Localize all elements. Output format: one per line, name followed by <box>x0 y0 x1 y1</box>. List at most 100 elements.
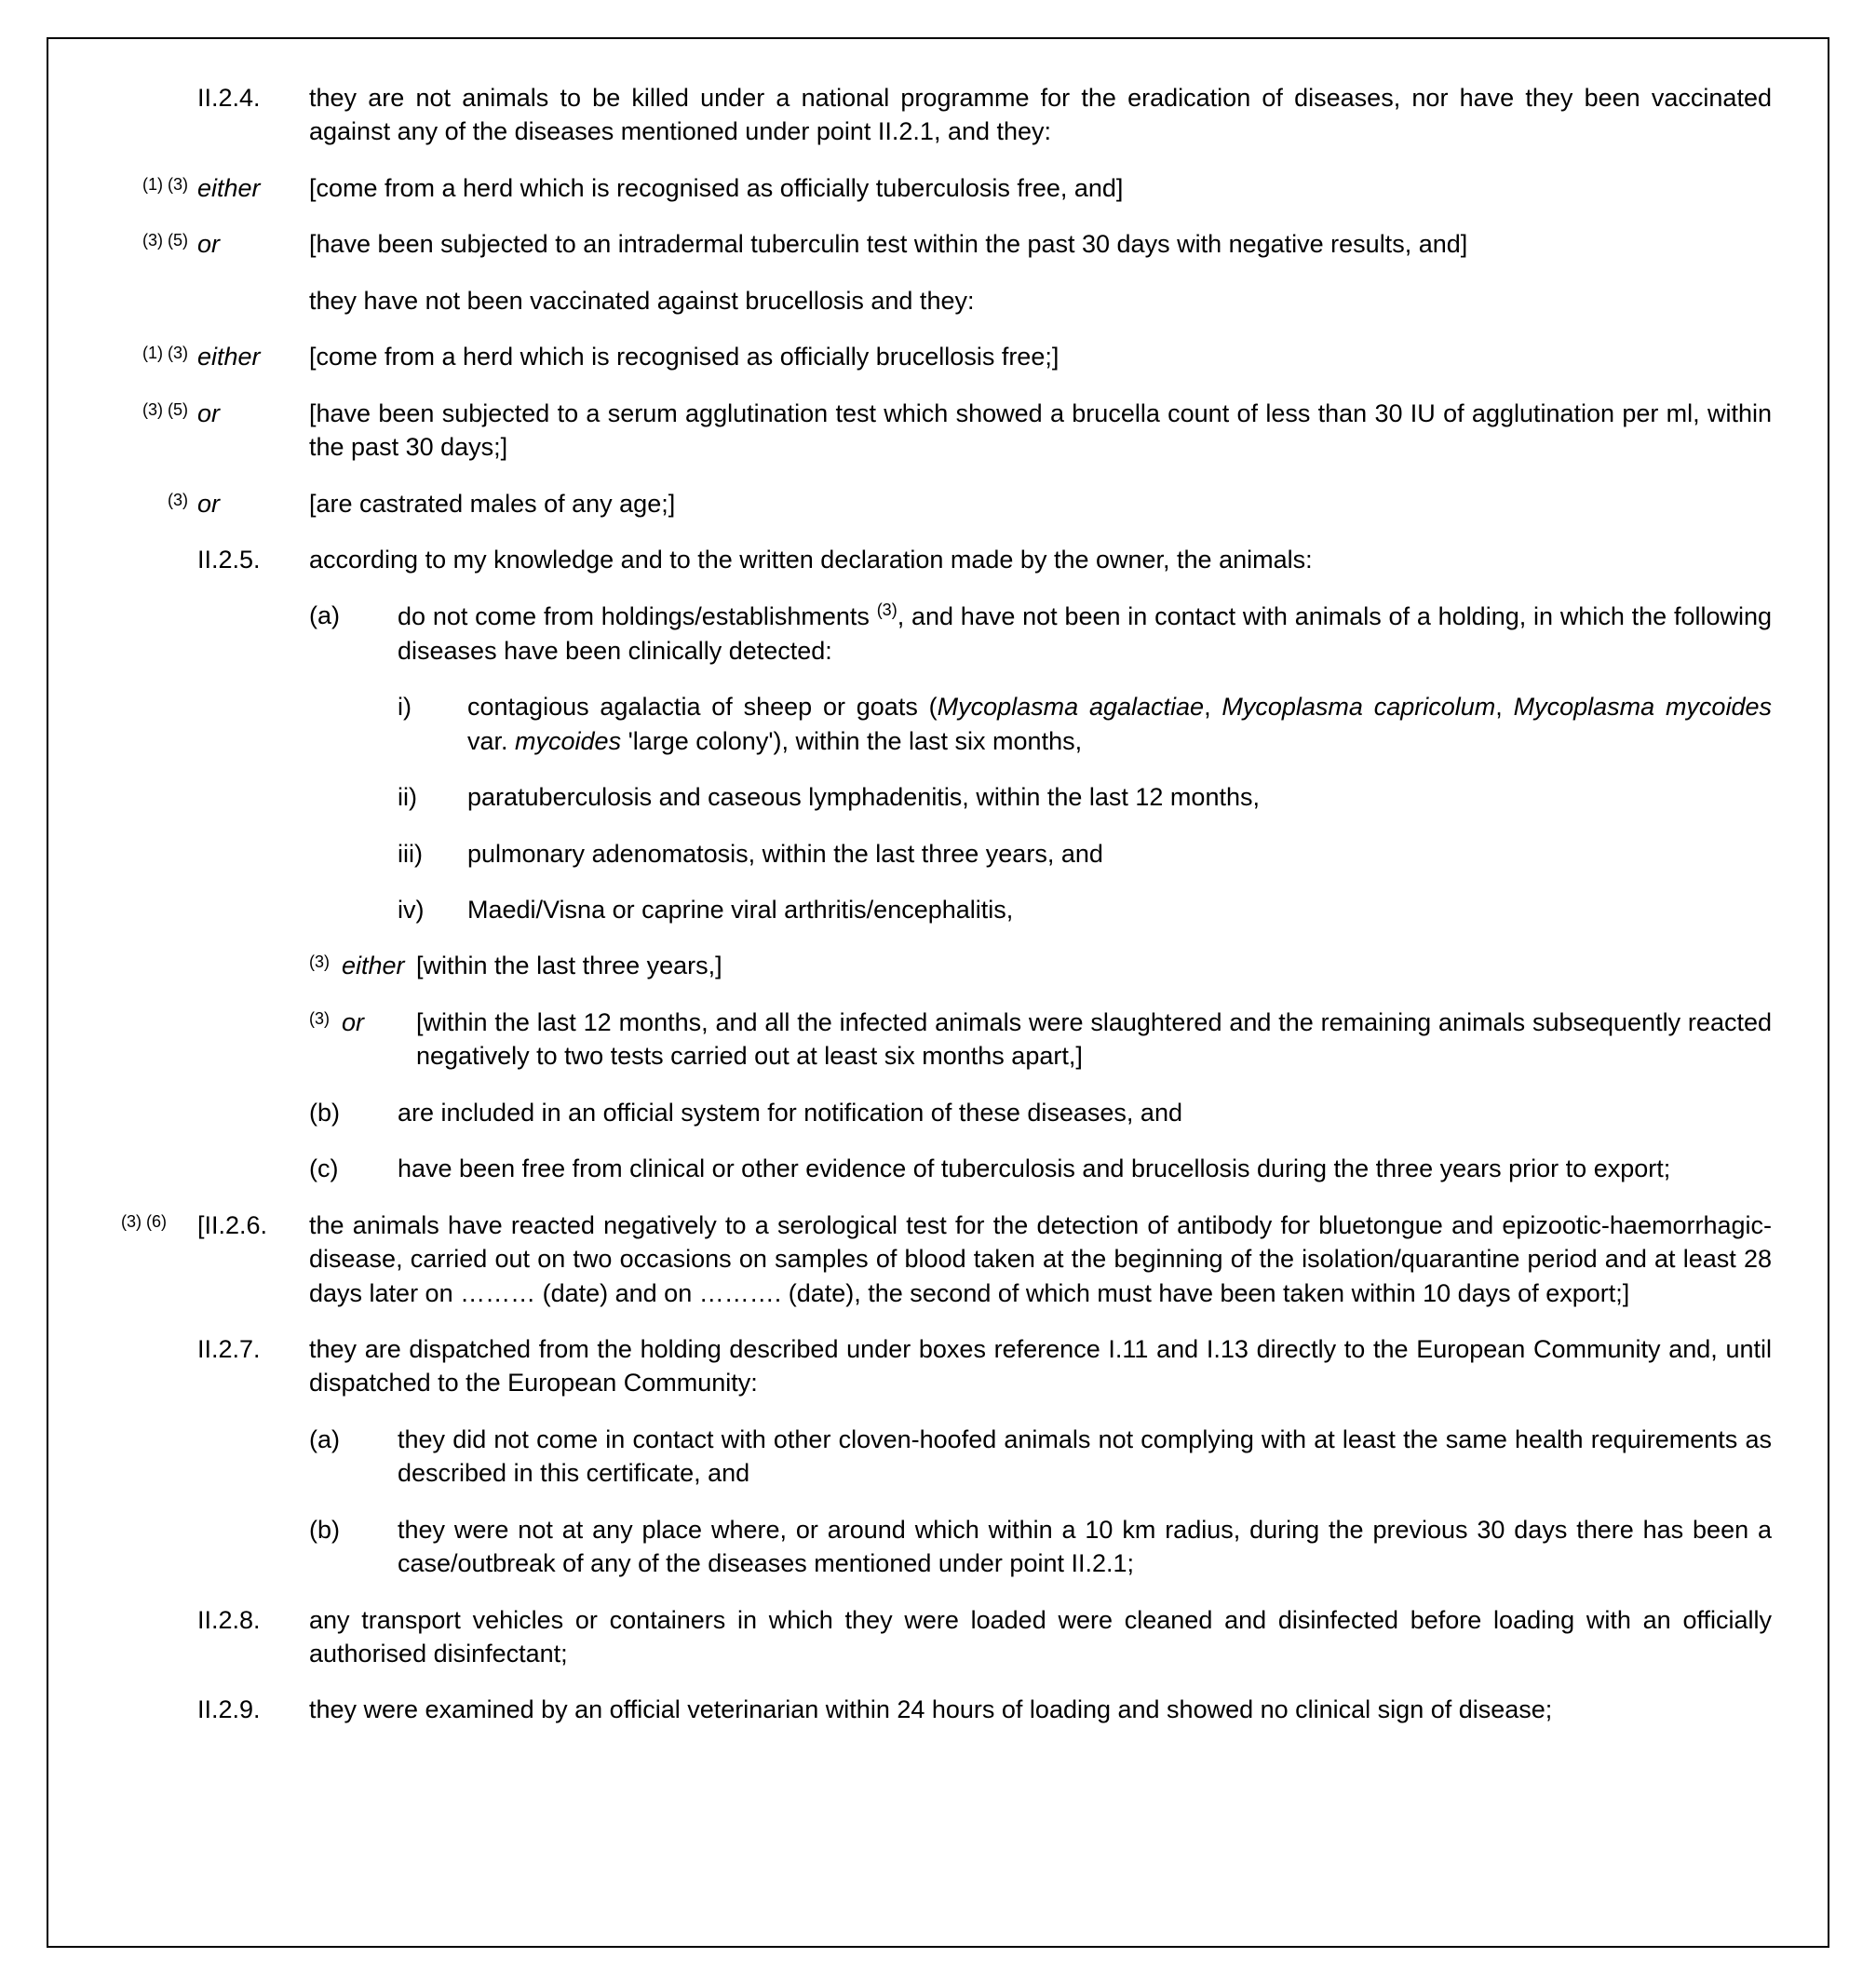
sup-label: (3) <box>104 487 197 520</box>
clause-text: Maedi/Visna or caprine viral arthritis/e… <box>467 893 1772 926</box>
txt: contagious agalactia of sheep or goats ( <box>467 693 938 721</box>
species: Mycoplasma capricolum <box>1221 693 1495 721</box>
clause-row: II.2.4. they are not animals to be kille… <box>104 81 1772 149</box>
clause-text: they were examined by an official veteri… <box>309 1693 1772 1726</box>
clause-row: (3) (6) [II.2.6. the animals have reacte… <box>104 1209 1772 1310</box>
roman-label: i) <box>398 690 467 758</box>
clause-text: pulmonary adenomatosis, within the last … <box>467 837 1772 871</box>
sub-clause-row: (b) they were not at any place where, or… <box>104 1513 1772 1581</box>
document-frame: II.2.4. they are not animals to be kille… <box>47 37 1829 1948</box>
clause-text: the animals have reacted negatively to a… <box>309 1209 1772 1310</box>
clause-row: (3) (5) or [have been subjected to an in… <box>104 227 1772 261</box>
keyword-either: either <box>197 174 261 202</box>
roman-label: iv) <box>398 893 467 926</box>
sup-label: (3) <box>309 949 342 982</box>
sup-label: (1) (3) <box>104 340 197 373</box>
sup-label: (3) <box>309 1006 342 1074</box>
clause-number: II.2.5. <box>197 543 309 576</box>
sub-clause-row: (c) have been free from clinical or othe… <box>104 1152 1772 1185</box>
roman-clause-row: iii) pulmonary adenomatosis, within the … <box>104 837 1772 871</box>
keyword-or: or <box>197 399 220 427</box>
sup-label: (3) (6) <box>104 1209 197 1310</box>
clause-text: [have been subjected to an intradermal t… <box>309 227 1772 261</box>
sub-clause-row: (3) either [within the last three years,… <box>104 949 1772 982</box>
txt-pre: do not come from holdings/establishments <box>398 602 877 630</box>
sup-col <box>104 543 197 576</box>
clause-text: do not come from holdings/establishments… <box>398 599 1772 668</box>
sup-col <box>104 81 197 149</box>
clause-text: have been free from clinical or other ev… <box>398 1152 1772 1185</box>
clause-text: [come from a herd which is recognised as… <box>309 340 1772 373</box>
clause-text: they were not at any place where, or aro… <box>398 1513 1772 1581</box>
roman-clause-row: ii) paratuberculosis and caseous lymphad… <box>104 780 1772 814</box>
clause-text: any transport vehicles or containers in … <box>309 1603 1772 1671</box>
sup-col <box>104 1603 197 1671</box>
clause-row: II.2.8. any transport vehicles or contai… <box>104 1603 1772 1671</box>
txt: 'large colony'), within the last six mon… <box>621 727 1082 755</box>
clause-number: II.2.9. <box>197 1693 309 1726</box>
page: II.2.4. they are not animals to be kille… <box>0 0 1876 1985</box>
keyword-or: or <box>342 1008 364 1036</box>
keyword-col: or <box>342 1006 416 1074</box>
roman-clause-row: i) contagious agalactia of sheep or goat… <box>104 690 1772 758</box>
roman-label: ii) <box>398 780 467 814</box>
clause-text: they have not been vaccinated against br… <box>309 284 1772 317</box>
keyword-or: or <box>197 490 220 518</box>
keyword-either: either <box>197 343 261 371</box>
sub-clause-row: (b) are included in an official system f… <box>104 1096 1772 1129</box>
sup-col <box>104 1693 197 1726</box>
sub-clause-row: (a) do not come from holdings/establishm… <box>104 599 1772 668</box>
clause-text: [come from a herd which is recognised as… <box>309 171 1772 205</box>
keyword-or: or <box>197 230 220 258</box>
sub-label: (a) <box>309 1423 398 1491</box>
roman-clause-row: iv) Maedi/Visna or caprine viral arthrit… <box>104 893 1772 926</box>
txt: , <box>1204 693 1221 721</box>
sub-label: (b) <box>309 1096 398 1129</box>
sup-label: (1) (3) <box>104 171 197 205</box>
clause-text: contagious agalactia of sheep or goats (… <box>467 690 1772 758</box>
clause-row: (1) (3) either [come from a herd which i… <box>104 171 1772 205</box>
clause-text: according to my knowledge and to the wri… <box>309 543 1772 576</box>
sup-col <box>104 284 197 317</box>
clause-row: they have not been vaccinated against br… <box>104 284 1772 317</box>
clause-row: II.2.9. they were examined by an officia… <box>104 1693 1772 1726</box>
keyword-col: or <box>197 397 309 465</box>
clause-row: II.2.5. according to my knowledge and to… <box>104 543 1772 576</box>
txt: var. <box>467 727 515 755</box>
sup-col <box>104 1332 197 1400</box>
clause-text: paratuberculosis and caseous lymphadenit… <box>467 780 1772 814</box>
clause-text: they did not come in contact with other … <box>398 1423 1772 1491</box>
clause-text: [within the last 12 months, and all the … <box>416 1006 1772 1074</box>
sub-label: (c) <box>309 1152 398 1185</box>
sup-label: (3) (5) <box>104 227 197 261</box>
keyword-either: either <box>342 952 405 979</box>
sub-label: (b) <box>309 1513 398 1581</box>
clause-number: [II.2.6. <box>197 1209 309 1310</box>
clause-number: II.2.4. <box>197 81 309 149</box>
inline-sup: (3) <box>877 601 898 619</box>
clause-text: they are not animals to be killed under … <box>309 81 1772 149</box>
clause-row: (3) or [are castrated males of any age;] <box>104 487 1772 520</box>
sup-label: (3) (5) <box>104 397 197 465</box>
keyword-col: or <box>197 227 309 261</box>
sub-label: (a) <box>309 599 398 668</box>
species: Mycoplasma mycoides <box>1514 693 1772 721</box>
clause-text: are included in an official system for n… <box>398 1096 1772 1129</box>
keyword-col: either <box>342 949 416 982</box>
keyword-col: either <box>197 340 309 373</box>
species: Mycoplasma agalactiae <box>938 693 1204 721</box>
clause-number: II.2.7. <box>197 1332 309 1400</box>
sub-clause-row: (3) or [within the last 12 months, and a… <box>104 1006 1772 1074</box>
clause-text: they are dispatched from the holding des… <box>309 1332 1772 1400</box>
clause-text: [are castrated males of any age;] <box>309 487 1772 520</box>
clause-text: [have been subjected to a serum agglutin… <box>309 397 1772 465</box>
keyword-col: either <box>197 171 309 205</box>
clause-row: (1) (3) either [come from a herd which i… <box>104 340 1772 373</box>
txt: , <box>1495 693 1513 721</box>
num-col <box>197 284 309 317</box>
clause-number: II.2.8. <box>197 1603 309 1671</box>
clause-text: [within the last three years,] <box>416 949 1772 982</box>
clause-row: II.2.7. they are dispatched from the hol… <box>104 1332 1772 1400</box>
keyword-col: or <box>197 487 309 520</box>
clause-row: (3) (5) or [have been subjected to a ser… <box>104 397 1772 465</box>
